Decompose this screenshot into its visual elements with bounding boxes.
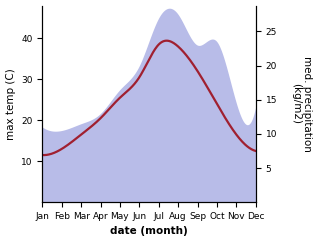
- Y-axis label: max temp (C): max temp (C): [5, 68, 16, 140]
- X-axis label: date (month): date (month): [110, 227, 188, 236]
- Y-axis label: med. precipitation
(kg/m2): med. precipitation (kg/m2): [291, 56, 313, 152]
